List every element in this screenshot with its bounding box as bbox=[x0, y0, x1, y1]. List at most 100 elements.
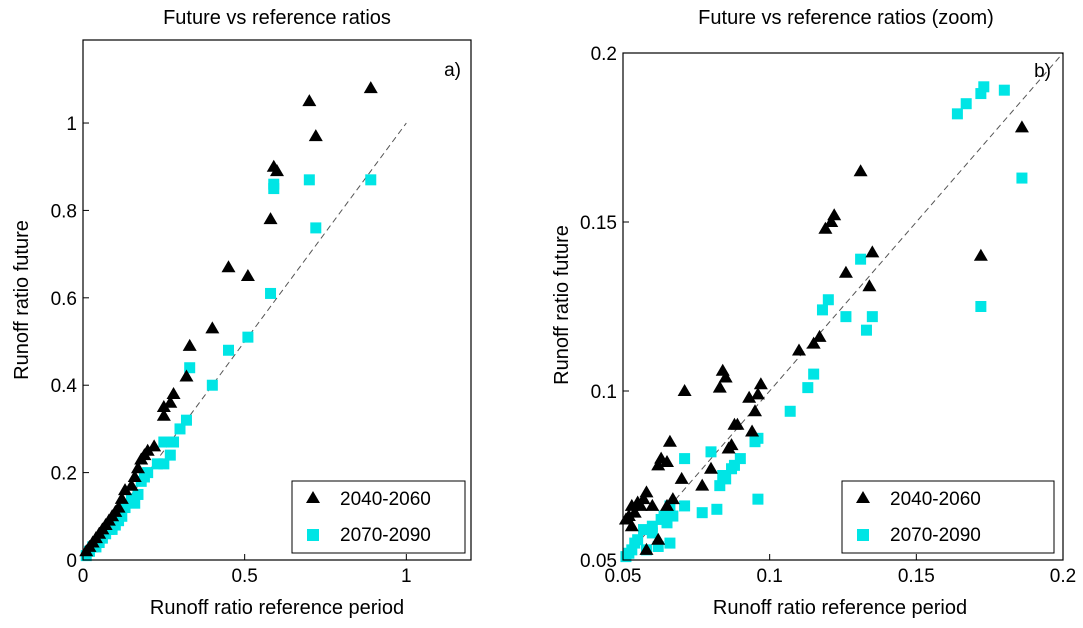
panel-b-series-2-point bbox=[975, 88, 987, 100]
panel-b-series-2-point bbox=[978, 81, 990, 93]
panel-b-series-2-point bbox=[808, 368, 820, 380]
panel-b-xtick-label: 0.05 bbox=[605, 566, 642, 587]
panel-a-series-1-point bbox=[263, 212, 278, 225]
panel-a-xtick-label: 0 bbox=[78, 566, 89, 587]
panel-a-series-1-point bbox=[179, 369, 194, 382]
panel-b-series-2-point bbox=[816, 304, 828, 316]
panel-b-series-2-point bbox=[784, 405, 796, 417]
panel-a-series-2-point bbox=[180, 414, 192, 426]
panel-b-series-2-point bbox=[749, 436, 761, 448]
panel-a-series-2-point bbox=[174, 423, 186, 435]
panel-a-series-2-point bbox=[158, 458, 170, 470]
panel-b-series-1-point bbox=[695, 478, 710, 491]
panel-b-series-2-point bbox=[646, 527, 658, 539]
panel-b-xticks: 0.05 0.1 0.15 0.2 bbox=[605, 554, 1076, 587]
panel-b-legend-marker-1 bbox=[856, 491, 870, 503]
panel-a-series-1-point bbox=[127, 469, 142, 482]
panel-b-series-2-point bbox=[866, 311, 878, 323]
panel-b-series-2-point bbox=[975, 301, 987, 312]
panel-b-legend-label-1: 2040-2060 bbox=[890, 489, 981, 510]
panel-a-series-1-point bbox=[124, 478, 139, 491]
panel-b-series-2-point bbox=[646, 520, 658, 532]
panel-b-series-1-point bbox=[712, 380, 727, 393]
panel-b-legend-marker-2 bbox=[857, 529, 869, 541]
panel-b-series-2-point bbox=[629, 537, 641, 549]
panel-b-yticks: 0.05 0.1 0.15 0.2 bbox=[580, 44, 629, 572]
panel-b-ylabel: Runoff ratio future bbox=[551, 225, 573, 385]
panel-a-series-1-point bbox=[270, 164, 284, 177]
panel-a-series-1-point bbox=[156, 400, 171, 413]
panel-b-xtick-label: 0.15 bbox=[898, 566, 935, 587]
panel-b-series-2-point bbox=[679, 500, 691, 512]
panel-b-series-1-point bbox=[660, 454, 674, 467]
panel-b-series-1-point bbox=[750, 387, 765, 400]
panel-b-series-2-point bbox=[655, 513, 667, 525]
panel-a-series-2-point bbox=[158, 436, 170, 448]
panel-b-ytick-label: 0.05 bbox=[580, 551, 617, 572]
panel-b-title: Future vs reference ratios (zoom) bbox=[698, 7, 994, 29]
panel-a-legend-marker-1 bbox=[306, 491, 320, 503]
panel-b-ytick-label: 0.2 bbox=[591, 44, 617, 65]
panel-b: Future vs reference ratios (zoom) 0.05 0.… bbox=[551, 7, 1076, 619]
panel-a-legend: 2040-2060 2070-2090 bbox=[291, 480, 466, 554]
panel-a-xtick-label: 0.5 bbox=[231, 566, 257, 587]
panel-a-legend-label-2: 2070-2090 bbox=[340, 525, 431, 546]
panel-b-series-1-point bbox=[721, 441, 736, 454]
panel-b-legend-label-2: 2070-2090 bbox=[890, 525, 981, 546]
panel-a-marks bbox=[79, 81, 407, 562]
panel-b-legend: 2040-2060 2070-2090 bbox=[841, 480, 1055, 554]
panel-b-series-1-point bbox=[624, 498, 639, 511]
panel-b-series-1-point bbox=[862, 279, 877, 292]
panel-b-series-2-point bbox=[822, 294, 834, 306]
panel-a-series-1-point bbox=[308, 129, 323, 142]
panel-a-series-2-point bbox=[151, 458, 163, 470]
panel-a-series-2-point bbox=[365, 174, 377, 186]
panel-b-marks bbox=[618, 52, 1064, 563]
panel-a-series-2-point bbox=[184, 362, 196, 374]
panel-b-series-1-point bbox=[651, 458, 666, 471]
panel-b-series-2-point bbox=[960, 98, 972, 110]
panel-a-title: Future vs reference ratios bbox=[163, 7, 391, 29]
panel-b-series-1-point bbox=[677, 384, 692, 396]
panel-a-series-1-point bbox=[166, 386, 181, 399]
panel-a-series-1-point bbox=[363, 81, 378, 94]
panel-b-series-2-point bbox=[696, 507, 708, 519]
panel-a-series-1-point bbox=[130, 461, 145, 474]
panel-b-series-1-point bbox=[624, 519, 639, 532]
panel-a-series-1-point bbox=[156, 408, 171, 421]
panel-b-series-1-point bbox=[792, 343, 806, 356]
panel-b-legend-box bbox=[841, 480, 1055, 554]
panel-b-series-1-point bbox=[645, 498, 660, 511]
panel-b-series-1-point bbox=[742, 390, 757, 403]
panel-a-series-2-point bbox=[223, 344, 234, 356]
panel-a-series-2-point bbox=[303, 174, 315, 186]
panel-b-series-2-point bbox=[620, 551, 632, 563]
panel-a-legend-box bbox=[291, 480, 466, 554]
panel-a-series-2-point bbox=[268, 183, 280, 195]
panel-a-ytick-label: 0.4 bbox=[51, 376, 78, 397]
panel-a-ytick-label: 1 bbox=[66, 114, 77, 135]
panel-b-series-2-point bbox=[855, 253, 867, 265]
panel-a-series-2-point bbox=[310, 222, 322, 234]
panel-a-ytick-label: 0.8 bbox=[51, 201, 77, 222]
panel-a-series-2-point bbox=[206, 379, 218, 391]
panel-b-series-2-point bbox=[951, 108, 963, 120]
panel-b-series-2-point bbox=[661, 517, 673, 529]
panel-a-series-1-point bbox=[240, 268, 255, 281]
panel-b-series-2-point bbox=[638, 524, 650, 536]
panel-b-series-1-point bbox=[704, 461, 718, 474]
panel-a-yticks: 0 0.2 0.4 0.6 0.8 1 bbox=[51, 114, 89, 572]
panel-a-series-2-point bbox=[265, 287, 277, 299]
panel-a-ytick-label: 0.6 bbox=[51, 289, 77, 310]
panel-b-series-1-point bbox=[660, 498, 674, 511]
panel-b-xtick-label: 0.1 bbox=[756, 566, 782, 587]
panel-b-series-1-point bbox=[674, 471, 689, 484]
panel-b-xtick-label: 0.2 bbox=[1050, 566, 1076, 587]
panel-a-series-1-point bbox=[205, 321, 220, 334]
panel-a-series-1-point bbox=[221, 260, 236, 273]
panel-b-series-1-point bbox=[824, 215, 839, 227]
panel-b-series-2-point bbox=[726, 463, 738, 475]
panel-a: Future vs reference ratios 0 0.5 1 00.20.4… bbox=[11, 7, 472, 619]
panel-b-series-2-point bbox=[840, 311, 852, 323]
